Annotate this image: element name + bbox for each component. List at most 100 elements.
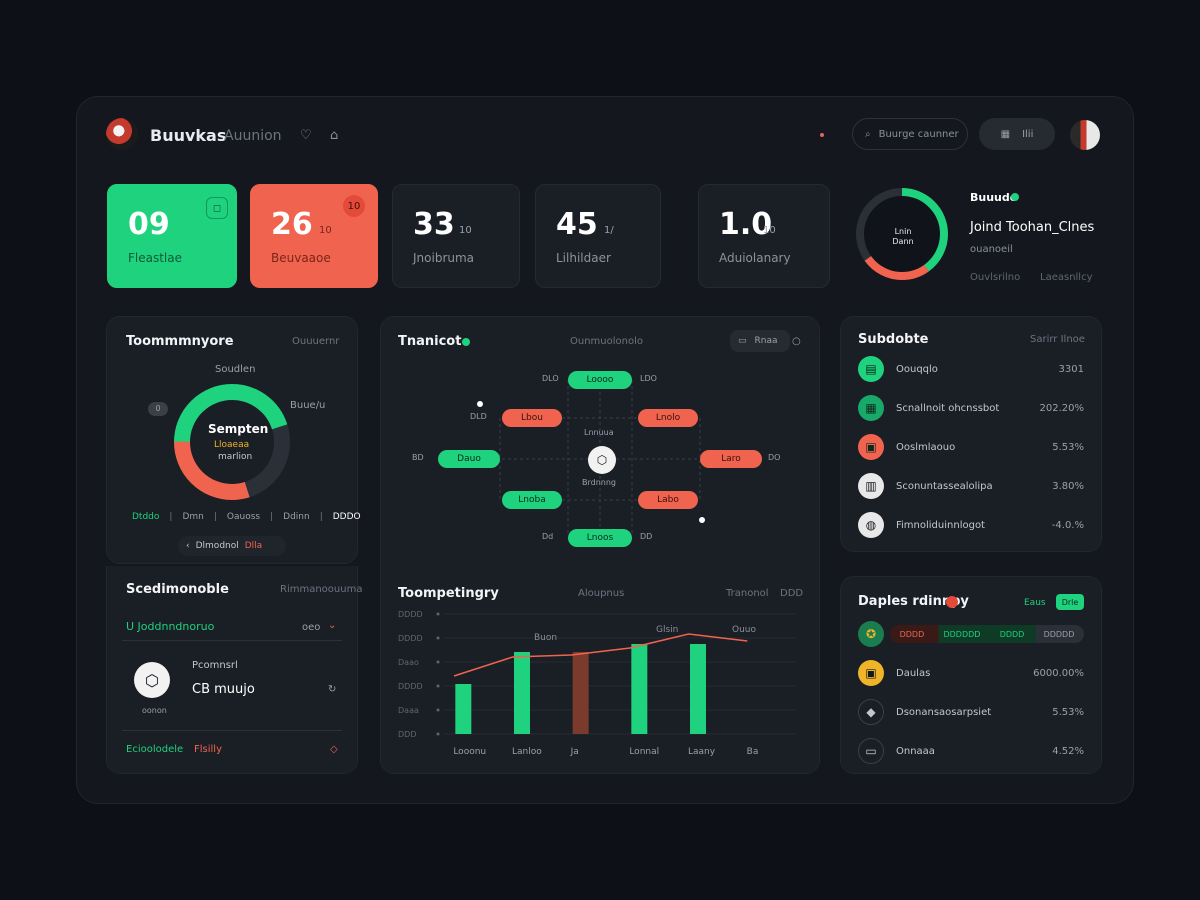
- list-item[interactable]: ▦ Scnallnoit ohcnssbot 202.20%: [858, 395, 1084, 421]
- list-item-value: 3301: [1058, 363, 1084, 375]
- donut-sub1: Lloaeaa: [214, 440, 250, 450]
- trend-title: Toompetingry: [398, 586, 499, 601]
- donut-panel-meta: Ouuuernr: [292, 336, 340, 347]
- legend-item: Dmn: [182, 512, 204, 522]
- dep-item[interactable]: ◆ Dsonansaosarpsiet 5.53%: [858, 699, 1084, 725]
- shield-icon: ◆: [858, 699, 884, 725]
- list-item[interactable]: ▤ Oouqqlo 3301: [858, 356, 1084, 382]
- view-toggle[interactable]: ▦ Ilii: [979, 118, 1055, 150]
- dep-item-value: 4.52%: [1052, 745, 1084, 757]
- expand-icon[interactable]: ◻: [206, 197, 228, 219]
- avatar[interactable]: [1070, 120, 1100, 150]
- stat-card-5[interactable]: 1.0 10 Aduiolanary: [698, 184, 830, 288]
- stat-label: Lilhildaer: [556, 251, 611, 265]
- dep-tag: Eaus: [1024, 598, 1046, 608]
- tick-dot: [436, 660, 440, 664]
- stat-unit: 1/: [604, 225, 614, 236]
- app-logo[interactable]: [106, 118, 138, 150]
- stat-card-3[interactable]: 33 10 Jnoibruma: [392, 184, 520, 288]
- schedule-row[interactable]: U Joddnndnoruo: [126, 620, 215, 633]
- foot-green[interactable]: Ecioolodele: [126, 744, 184, 755]
- dep-item-value: 6000.00%: [1033, 667, 1084, 679]
- graph-node[interactable]: Lbou: [502, 409, 562, 427]
- x-tick-label: Lanloo: [512, 747, 542, 757]
- graph-node[interactable]: Laro: [700, 450, 762, 468]
- trend-meta: Aloupnus: [578, 588, 625, 599]
- list-item[interactable]: ◍ Fimnoliduinnlogot -4.0.%: [858, 512, 1084, 538]
- chevron-down-icon[interactable]: ⌄: [328, 620, 337, 631]
- network-button[interactable]: ▭ Rnaa: [730, 330, 790, 352]
- ring-tag: Buuudo: [970, 191, 1018, 204]
- stat-card-4[interactable]: 45 1/ Lilhildaer: [535, 184, 661, 288]
- hub-icon[interactable]: ⬡: [588, 446, 616, 474]
- list-title: Subdobte: [858, 332, 929, 347]
- filter-pill[interactable]: ‹ Dlmodnol Dlla: [178, 536, 286, 556]
- list-item-label: Fimnoliduinnlogot: [896, 519, 985, 531]
- more-icon[interactable]: ○: [792, 336, 801, 347]
- graph-node[interactable]: Loooo: [568, 371, 632, 389]
- legend-item: Oauoss: [226, 512, 261, 522]
- list-item[interactable]: ▣ Ooslmlaouo 5.53%: [858, 434, 1084, 460]
- settings-icon[interactable]: ◇: [330, 744, 338, 755]
- trend-top-label: Glsin: [656, 625, 678, 635]
- refresh-icon[interactable]: ↻: [328, 684, 337, 695]
- y-tick-label: DDDD: [398, 610, 423, 619]
- chart-icon: ▤: [858, 356, 884, 382]
- stat-card-2[interactable]: 26 10 Beuvaaoe 10: [250, 184, 378, 288]
- donut-panel: [106, 316, 358, 564]
- search-label: Buurge caunner: [878, 128, 959, 140]
- graph-node[interactable]: Labo: [638, 491, 698, 509]
- chevron-left-icon: ‹: [186, 541, 190, 551]
- bell-icon[interactable]: ⌂: [330, 128, 339, 143]
- list-item-value: 202.20%: [1039, 402, 1085, 414]
- list-item-value: 5.53%: [1052, 441, 1084, 453]
- graph-node[interactable]: Lnolo: [638, 409, 698, 427]
- grid-icon: ▦: [858, 395, 884, 421]
- search-icon: ⌕: [865, 128, 871, 140]
- foot-red[interactable]: Flsilly: [194, 744, 222, 755]
- app-subtitle: Auunion: [224, 128, 282, 144]
- dep-tab[interactable]: DDDDDD: [943, 629, 981, 639]
- dep-button[interactable]: Drle: [1056, 594, 1084, 610]
- dep-tabs: ✪ DDDD DDDDDD DDDD DDDDD: [858, 621, 1084, 647]
- dep-item[interactable]: ▣ Daulas 6000.00%: [858, 660, 1084, 686]
- dep-tab[interactable]: DDDD: [899, 629, 925, 639]
- graph-node[interactable]: Dauo: [438, 450, 500, 468]
- gear-icon: ▣: [858, 660, 884, 686]
- list-item-value: -4.0.%: [1051, 519, 1084, 531]
- stat-card-1[interactable]: 09 Fleastlae ◻: [107, 184, 237, 288]
- stat-label: Aduiolanary: [719, 251, 791, 265]
- bar: [690, 644, 706, 734]
- dep-title: Daples rdinnpy: [858, 594, 969, 609]
- dep-tab-bar[interactable]: DDDD DDDDDD DDDD DDDDD: [890, 625, 1084, 643]
- dep-tab[interactable]: DDDDD: [1043, 629, 1075, 639]
- list-item[interactable]: ▥ Sconuntassealolipa 3.80%: [858, 473, 1084, 499]
- grid-icon: ▦: [1000, 128, 1011, 140]
- tick-dot: [436, 612, 440, 616]
- x-tick-label: Ja: [570, 747, 579, 757]
- ring-sub: ouanoeil: [970, 244, 1013, 255]
- donut-sub2: marlion: [218, 452, 253, 462]
- trend-top-label: Buon: [534, 633, 557, 643]
- donut-chart: [174, 384, 290, 500]
- x-tick-label: Ba: [747, 747, 759, 757]
- graph-node[interactable]: Lnoba: [502, 491, 562, 509]
- stat-label: Beuvaaoe: [271, 251, 331, 265]
- progress-ring: [856, 188, 948, 280]
- ring-foot-left: Ouvlsrilno: [970, 272, 1021, 283]
- calendar-icon: ▣: [858, 434, 884, 460]
- search-pill[interactable]: ⌕ Buurge caunner: [852, 118, 968, 150]
- heart-icon[interactable]: ♡: [300, 128, 312, 143]
- schedule-meta: Rimmanoouuma: [280, 584, 363, 595]
- divider: [122, 730, 342, 731]
- dep-item[interactable]: ▭ Onnaaa 4.52%: [858, 738, 1084, 764]
- tick-dot: [436, 708, 440, 712]
- graph-node[interactable]: Lnoos: [568, 529, 632, 547]
- legend-item: Ddinn: [283, 512, 310, 522]
- stat-value: 09: [128, 207, 170, 242]
- bar: [514, 652, 530, 734]
- donut-center: Sempten: [208, 422, 269, 436]
- bar: [455, 684, 472, 734]
- dep-tab[interactable]: DDDD: [999, 629, 1025, 639]
- app-title: Buuvkas: [150, 126, 227, 145]
